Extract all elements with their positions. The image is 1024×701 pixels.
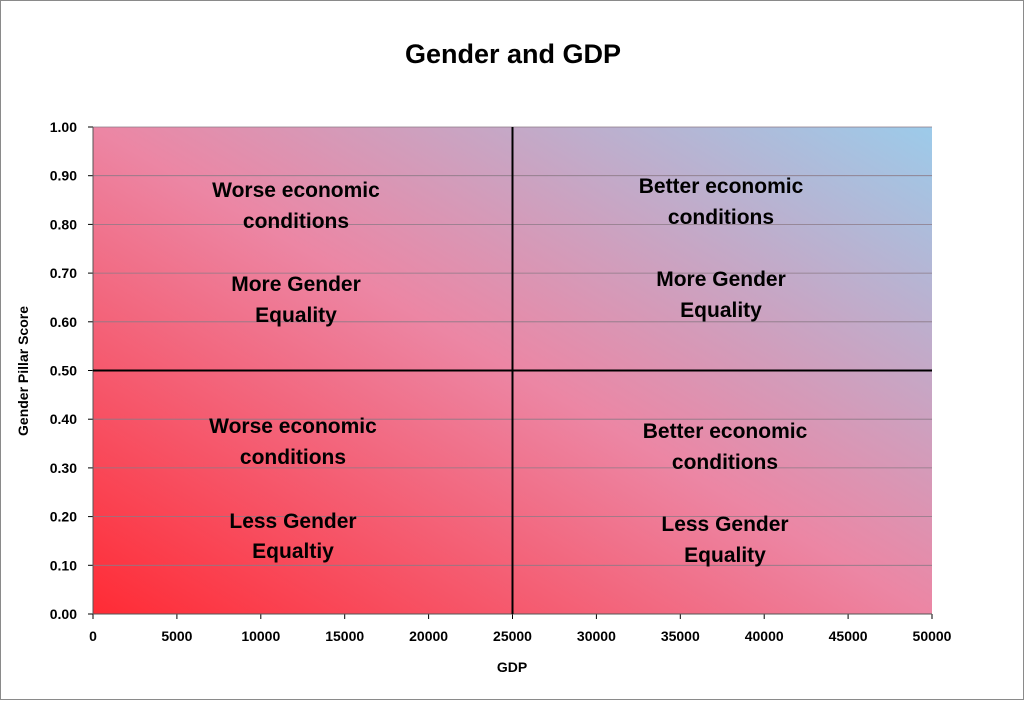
x-tick-label: 0 — [89, 628, 97, 644]
x-tick-label: 15000 — [325, 628, 364, 644]
x-tick-label: 40000 — [745, 628, 784, 644]
x-tick-label: 30000 — [577, 628, 616, 644]
quadrant-label-bottom-left: conditions — [240, 446, 346, 469]
quadrant-label-bottom-right: Less Gender — [661, 513, 788, 536]
y-tick-label: 1.00 — [50, 119, 77, 135]
x-tick-label: 50000 — [913, 628, 952, 644]
x-tick-label: 5000 — [161, 628, 192, 644]
quadrant-label-bottom-right: conditions — [672, 451, 778, 474]
y-tick-label: 0.70 — [50, 265, 77, 281]
quadrant-label-top-left: More Gender — [231, 273, 361, 296]
quadrant-dividers — [93, 127, 932, 614]
chart-title: Gender and GDP — [405, 39, 621, 69]
quadrant-annotations: Worse economic conditions More Gender Equal… — [209, 175, 807, 567]
x-tick-label: 45000 — [829, 628, 868, 644]
tick-labels: 0.00 0.10 0.20 0.30 0.40 0.50 0.60 0.70 0.80 0.90… — [50, 119, 952, 644]
quadrant-label-top-right: Equality — [680, 299, 762, 322]
quadrant-label-top-left: Worse economic — [212, 179, 380, 202]
quadrant-label-bottom-right: Better economic — [643, 420, 808, 443]
x-tick-label: 10000 — [241, 628, 280, 644]
quadrant-label-bottom-left: Worse economic — [209, 415, 377, 438]
quadrant-label-bottom-right: Equality — [684, 544, 766, 567]
x-tick-label: 25000 — [493, 628, 532, 644]
quadrant-label-top-right: Better economic — [639, 175, 804, 198]
y-tick-label: 0.30 — [50, 460, 77, 476]
y-tick-label: 0.00 — [50, 606, 77, 622]
x-tick-label: 35000 — [661, 628, 700, 644]
x-axis-label: GDP — [497, 659, 527, 675]
quadrant-label-bottom-left: Equaltiy — [252, 540, 334, 563]
y-tick-label: 0.40 — [50, 411, 77, 427]
y-tick-label: 0.90 — [50, 168, 77, 184]
quadrant-label-top-left: Equality — [255, 304, 337, 327]
quadrant-label-top-right: conditions — [668, 206, 774, 229]
quadrant-label-top-right: More Gender — [656, 268, 786, 291]
y-tick-label: 0.50 — [50, 363, 77, 379]
x-tick-label: 20000 — [409, 628, 448, 644]
quadrant-label-bottom-left: Less Gender — [229, 510, 356, 533]
y-tick-label: 0.10 — [50, 557, 77, 573]
y-tick-label: 0.80 — [50, 216, 77, 232]
y-tick-label: 0.20 — [50, 509, 77, 525]
quadrant-label-top-left: conditions — [243, 210, 349, 233]
y-axis-label: Gender Pillar Score — [15, 306, 31, 436]
y-tick-label: 0.60 — [50, 314, 77, 330]
